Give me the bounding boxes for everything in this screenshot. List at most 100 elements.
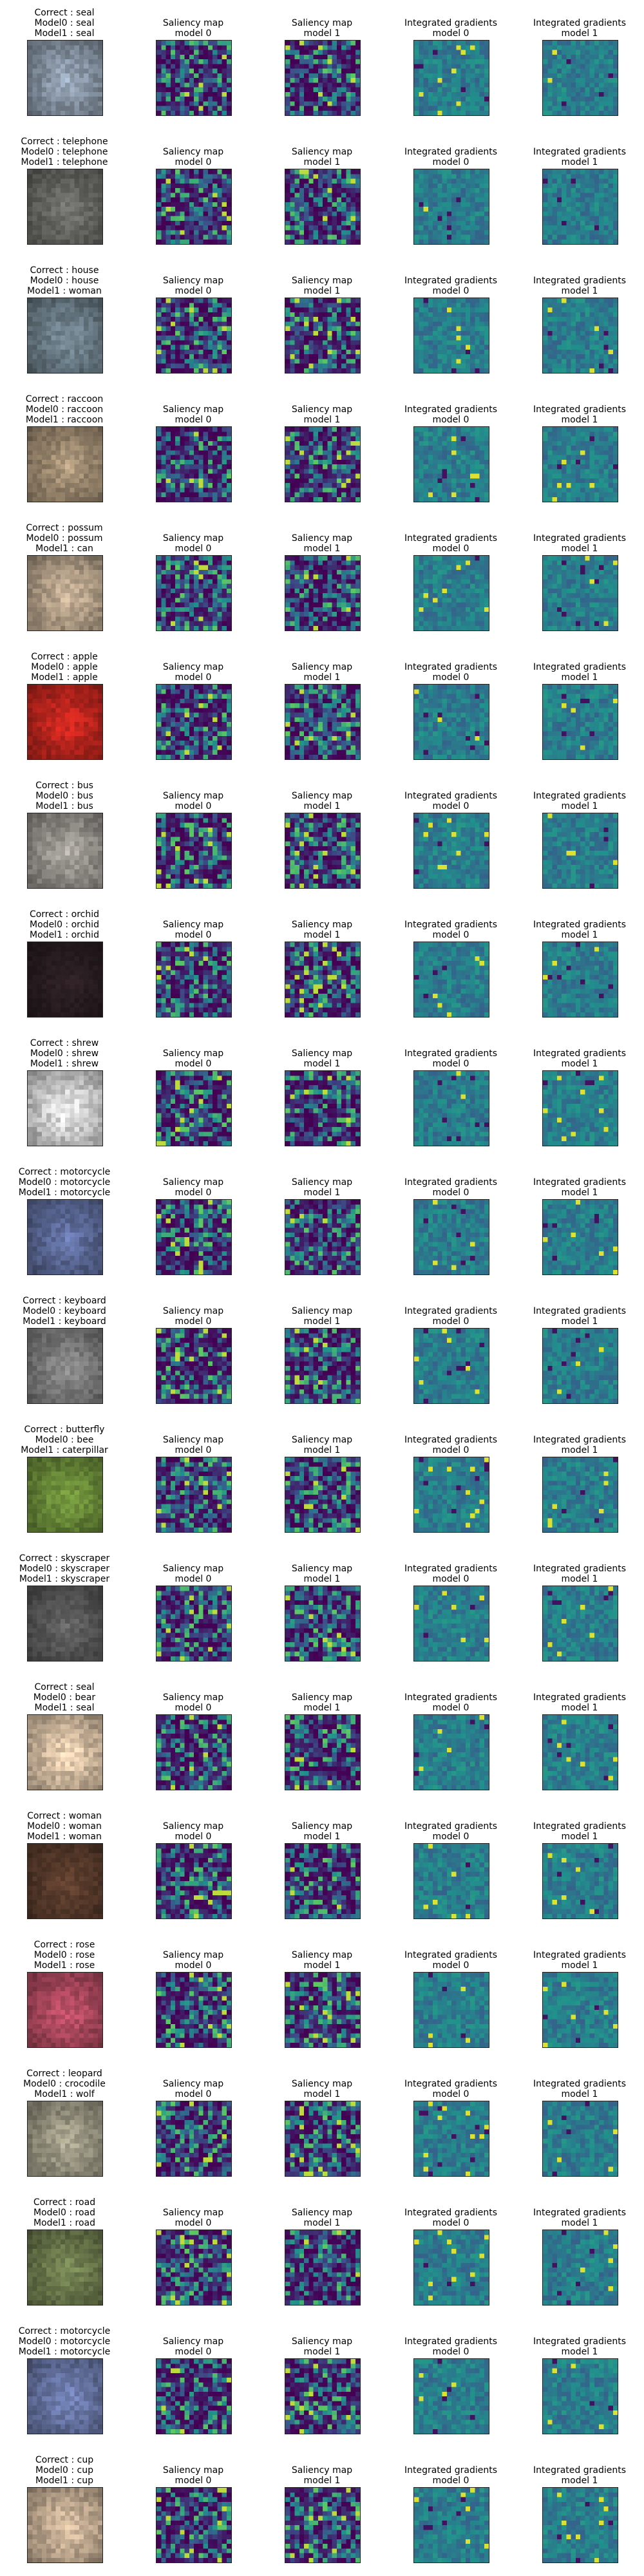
heatmap-cell bbox=[571, 78, 576, 83]
heatmap-cell bbox=[562, 317, 567, 322]
image-pixel bbox=[55, 207, 61, 212]
heatmap-cell bbox=[313, 54, 318, 59]
heatmap-cell bbox=[350, 317, 355, 322]
image-pixel bbox=[55, 54, 61, 59]
heatmap-cell bbox=[475, 440, 480, 446]
heatmap-cell bbox=[180, 41, 185, 46]
heatmap-cell bbox=[341, 340, 346, 345]
heatmap bbox=[156, 169, 232, 245]
image-pixel bbox=[51, 91, 56, 97]
heatmap-cell bbox=[304, 478, 309, 483]
heatmap-cell bbox=[156, 469, 162, 474]
image-pixel bbox=[70, 303, 75, 308]
image-pixel bbox=[74, 73, 79, 78]
heatmap-cell bbox=[608, 234, 613, 240]
heatmap-cell bbox=[456, 202, 461, 207]
heatmap-cell bbox=[423, 464, 428, 469]
heatmap-cell bbox=[599, 230, 604, 235]
heatmap-cell bbox=[341, 492, 346, 497]
heatmap-cell bbox=[213, 45, 218, 50]
heatmap-cell bbox=[460, 59, 466, 64]
image-pixel bbox=[32, 427, 37, 432]
heatmap-cell bbox=[543, 312, 548, 317]
heatmap-cell bbox=[594, 91, 599, 97]
heatmap-cell bbox=[475, 492, 480, 497]
image-pixel bbox=[55, 446, 61, 451]
heatmap-cell bbox=[294, 106, 299, 111]
heatmap-cell bbox=[170, 202, 175, 207]
image-pixel bbox=[70, 78, 75, 83]
heatmap-cell bbox=[332, 73, 337, 78]
heatmap-cell bbox=[285, 326, 290, 331]
heatmap-cell bbox=[166, 41, 171, 46]
heatmap-cell bbox=[285, 330, 290, 336]
heatmap-cell bbox=[556, 91, 562, 97]
heatmap-cell bbox=[571, 41, 576, 46]
heatmap-cell bbox=[470, 193, 475, 198]
heatmap-cell bbox=[341, 64, 346, 69]
image-pixel bbox=[88, 436, 93, 441]
heatmap-cell bbox=[562, 307, 567, 312]
heatmap-cell bbox=[594, 68, 599, 73]
heatmap-cell bbox=[213, 41, 218, 46]
heatmap-cell bbox=[346, 326, 351, 331]
heatmap-cell bbox=[222, 87, 227, 92]
heatmap-cell bbox=[332, 431, 337, 437]
heatmap-cell bbox=[470, 427, 475, 432]
heatmap-cell bbox=[184, 436, 189, 441]
heatmap-cell bbox=[299, 317, 304, 322]
heatmap-cell bbox=[460, 330, 466, 336]
heatmap-cell bbox=[475, 169, 480, 175]
heatmap-cell bbox=[341, 330, 346, 336]
heatmap-cell bbox=[161, 82, 166, 88]
heatmap-cell bbox=[571, 211, 576, 216]
heatmap-cell bbox=[612, 110, 618, 115]
image-pixel bbox=[60, 464, 65, 469]
heatmap-cell bbox=[290, 73, 295, 78]
heatmap-cell bbox=[161, 336, 166, 341]
heatmap-cell bbox=[451, 64, 457, 69]
heatmap-cell bbox=[475, 488, 480, 493]
image-pixel bbox=[74, 45, 79, 50]
heatmap-cell bbox=[285, 193, 290, 198]
heatmap-cell bbox=[317, 183, 323, 188]
heatmap-cell bbox=[194, 303, 199, 308]
heatmap-cell bbox=[612, 68, 618, 73]
heatmap-cell bbox=[419, 363, 424, 368]
image-pixel bbox=[65, 78, 70, 83]
heatmap-cell bbox=[475, 312, 480, 317]
image-pixel bbox=[70, 230, 75, 235]
heatmap-cell bbox=[294, 317, 299, 322]
heatmap-cell bbox=[346, 488, 351, 493]
image-pixel bbox=[79, 101, 84, 106]
heatmap-cell bbox=[346, 359, 351, 364]
image-pixel bbox=[74, 464, 79, 469]
heatmap-cell bbox=[442, 440, 447, 446]
heatmap-cell bbox=[479, 91, 484, 97]
heatmap-cell bbox=[580, 106, 585, 111]
heatmap-cell bbox=[294, 363, 299, 368]
image-pixel bbox=[55, 363, 61, 368]
heatmap-cell bbox=[184, 431, 189, 437]
heatmap-cell bbox=[594, 326, 599, 331]
heatmap-cell bbox=[226, 59, 231, 64]
heatmap-cell bbox=[589, 230, 594, 235]
heatmap-cell bbox=[470, 178, 475, 184]
heatmap-cell bbox=[161, 78, 166, 83]
heatmap-cell bbox=[323, 68, 328, 73]
heatmap-cell bbox=[327, 41, 332, 46]
image-pixel bbox=[32, 45, 37, 50]
heatmap-cell bbox=[308, 349, 314, 354]
heatmap-cell bbox=[460, 82, 466, 88]
heatmap-cell bbox=[460, 312, 466, 317]
heatmap-cell bbox=[226, 64, 231, 69]
heatmap-cell bbox=[308, 492, 314, 497]
heatmap-cell bbox=[437, 307, 442, 312]
image-pixel bbox=[37, 483, 42, 488]
heatmap-cell bbox=[419, 78, 424, 83]
heatmap-cell bbox=[414, 101, 419, 106]
image-pixel bbox=[97, 82, 102, 88]
heatmap-cell bbox=[332, 197, 337, 202]
heatmap-cell bbox=[327, 202, 332, 207]
heatmap-cell bbox=[323, 50, 328, 55]
